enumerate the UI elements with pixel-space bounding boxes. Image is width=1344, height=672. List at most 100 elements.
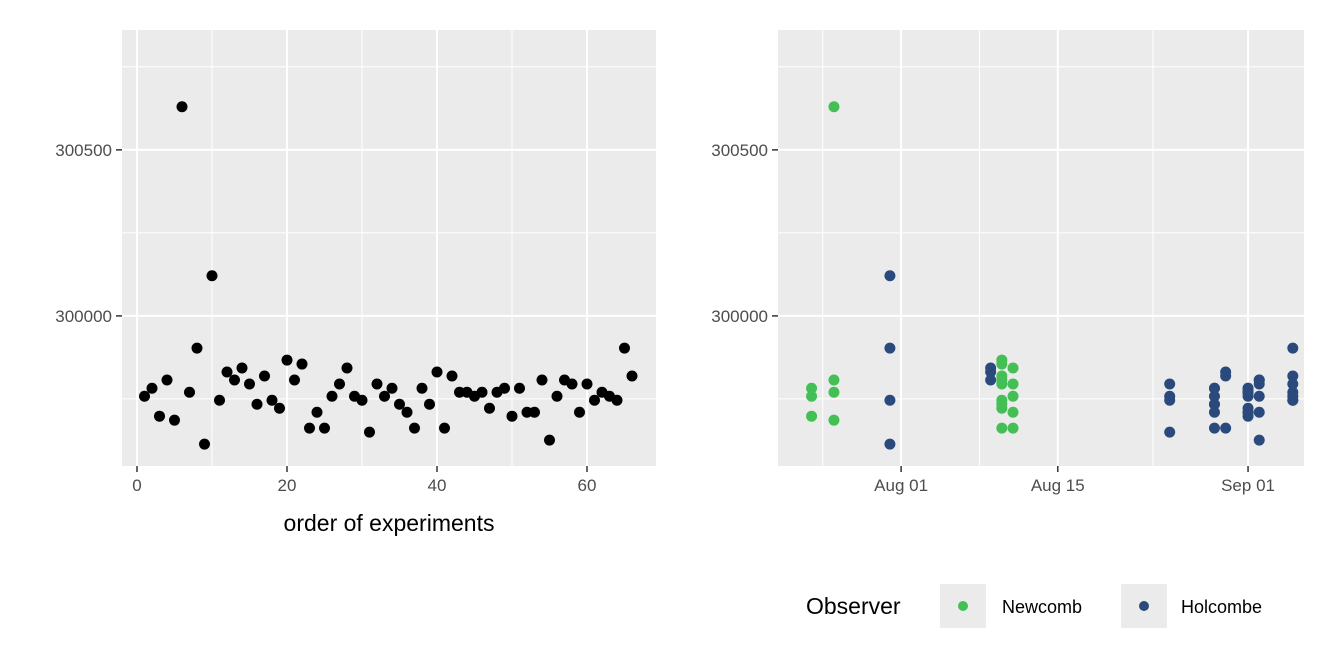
data-point-holcombe (1253, 378, 1265, 390)
data-point (566, 378, 578, 390)
data-point (259, 370, 270, 382)
data-point (506, 410, 518, 422)
data-point-holcombe (884, 342, 896, 354)
legend-label-holcombe: Holcombe (1181, 597, 1262, 617)
data-point-holcombe (1287, 342, 1299, 354)
data-point-holcombe (1242, 382, 1254, 394)
data-point (184, 386, 195, 398)
data-point (214, 394, 225, 406)
x-tick-label: 60 (578, 476, 597, 495)
data-point (161, 374, 173, 386)
data-point-holcombe (1253, 434, 1265, 446)
data-point-holcombe (985, 362, 997, 374)
data-point-newcomb (996, 422, 1008, 434)
data-point (191, 342, 203, 354)
data-point (296, 358, 308, 370)
data-point (619, 342, 630, 354)
x-tick-label: 20 (278, 476, 297, 495)
data-point-newcomb (996, 402, 1008, 414)
data-point (251, 398, 263, 410)
data-point-newcomb (806, 382, 818, 394)
data-point (356, 394, 368, 406)
panel-background (778, 30, 1304, 466)
data-point (244, 378, 255, 390)
left-panel: 300000 300500 0 20 40 60 (55, 30, 656, 495)
data-point-holcombe (1164, 378, 1176, 390)
data-point-newcomb (996, 394, 1008, 406)
data-point-holcombe (1208, 390, 1220, 402)
data-point (439, 422, 450, 434)
data-point-holcombe (1208, 422, 1220, 434)
data-point-newcomb (828, 386, 840, 398)
right-panel: 300000 300500 Aug 01 Aug 15 Sep 01 (711, 30, 1304, 495)
data-point (326, 390, 338, 402)
data-point (529, 406, 540, 418)
data-point-newcomb (1007, 390, 1019, 402)
data-point (611, 394, 623, 406)
y-tick-label: 300000 (55, 307, 112, 326)
data-point (154, 410, 165, 422)
data-point-newcomb (1007, 406, 1019, 418)
data-point-holcombe (884, 438, 896, 450)
data-point (236, 362, 248, 374)
data-point-holcombe (1253, 406, 1265, 418)
data-point (266, 394, 278, 406)
x-tick-label: 40 (428, 476, 447, 495)
data-point-holcombe (884, 270, 896, 282)
data-point-holcombe (1220, 422, 1232, 434)
data-point-holcombe (1164, 394, 1176, 406)
data-point (281, 354, 293, 366)
data-point-holcombe (1164, 426, 1176, 438)
data-point (544, 434, 555, 446)
data-point (176, 101, 188, 113)
data-point-newcomb (806, 390, 818, 402)
data-point (289, 374, 300, 386)
data-point-holcombe (884, 394, 896, 406)
x-tick-label: 0 (132, 476, 141, 495)
data-point (139, 390, 150, 402)
data-point (626, 370, 638, 382)
data-point (169, 414, 180, 426)
data-point (364, 426, 375, 438)
data-point-holcombe (1287, 370, 1299, 382)
data-point (589, 394, 600, 406)
data-point (536, 374, 548, 386)
data-point (146, 382, 158, 394)
data-point (386, 382, 398, 394)
data-point (514, 382, 525, 394)
data-point-holcombe (985, 374, 997, 386)
data-point-holcombe (1208, 406, 1220, 418)
data-point (229, 374, 240, 386)
data-point (371, 378, 383, 390)
data-point-newcomb (996, 374, 1008, 386)
data-point-holcombe (1287, 378, 1299, 390)
data-point (221, 366, 233, 378)
x-tick-label: Aug 15 (1031, 476, 1085, 495)
data-point (311, 406, 323, 418)
legend-title: Observer (806, 593, 901, 619)
data-point-newcomb (828, 101, 840, 113)
data-point-newcomb (1007, 362, 1019, 374)
y-tick-label: 300000 (711, 307, 768, 326)
data-point (476, 386, 488, 398)
x-tick-label: Sep 01 (1221, 476, 1275, 495)
data-point (379, 390, 390, 402)
data-point (341, 362, 353, 374)
data-point (484, 402, 495, 414)
data-point (319, 422, 330, 434)
data-point (581, 378, 593, 390)
x-axis-title-left: order of experiments (284, 510, 495, 536)
data-point-newcomb (806, 410, 818, 422)
data-point (199, 438, 210, 450)
data-point-newcomb (1007, 378, 1019, 390)
legend-point-holcombe (1139, 601, 1149, 611)
data-point-holcombe (1242, 406, 1254, 418)
data-point-newcomb (1007, 422, 1019, 434)
legend-point-newcomb (958, 601, 968, 611)
data-point (424, 398, 435, 410)
legend: Observer Newcomb Holcombe (806, 584, 1262, 628)
data-point (401, 406, 413, 418)
panel-background (122, 30, 656, 466)
legend-label-newcomb: Newcomb (1002, 597, 1082, 617)
data-point-holcombe (1208, 398, 1220, 410)
